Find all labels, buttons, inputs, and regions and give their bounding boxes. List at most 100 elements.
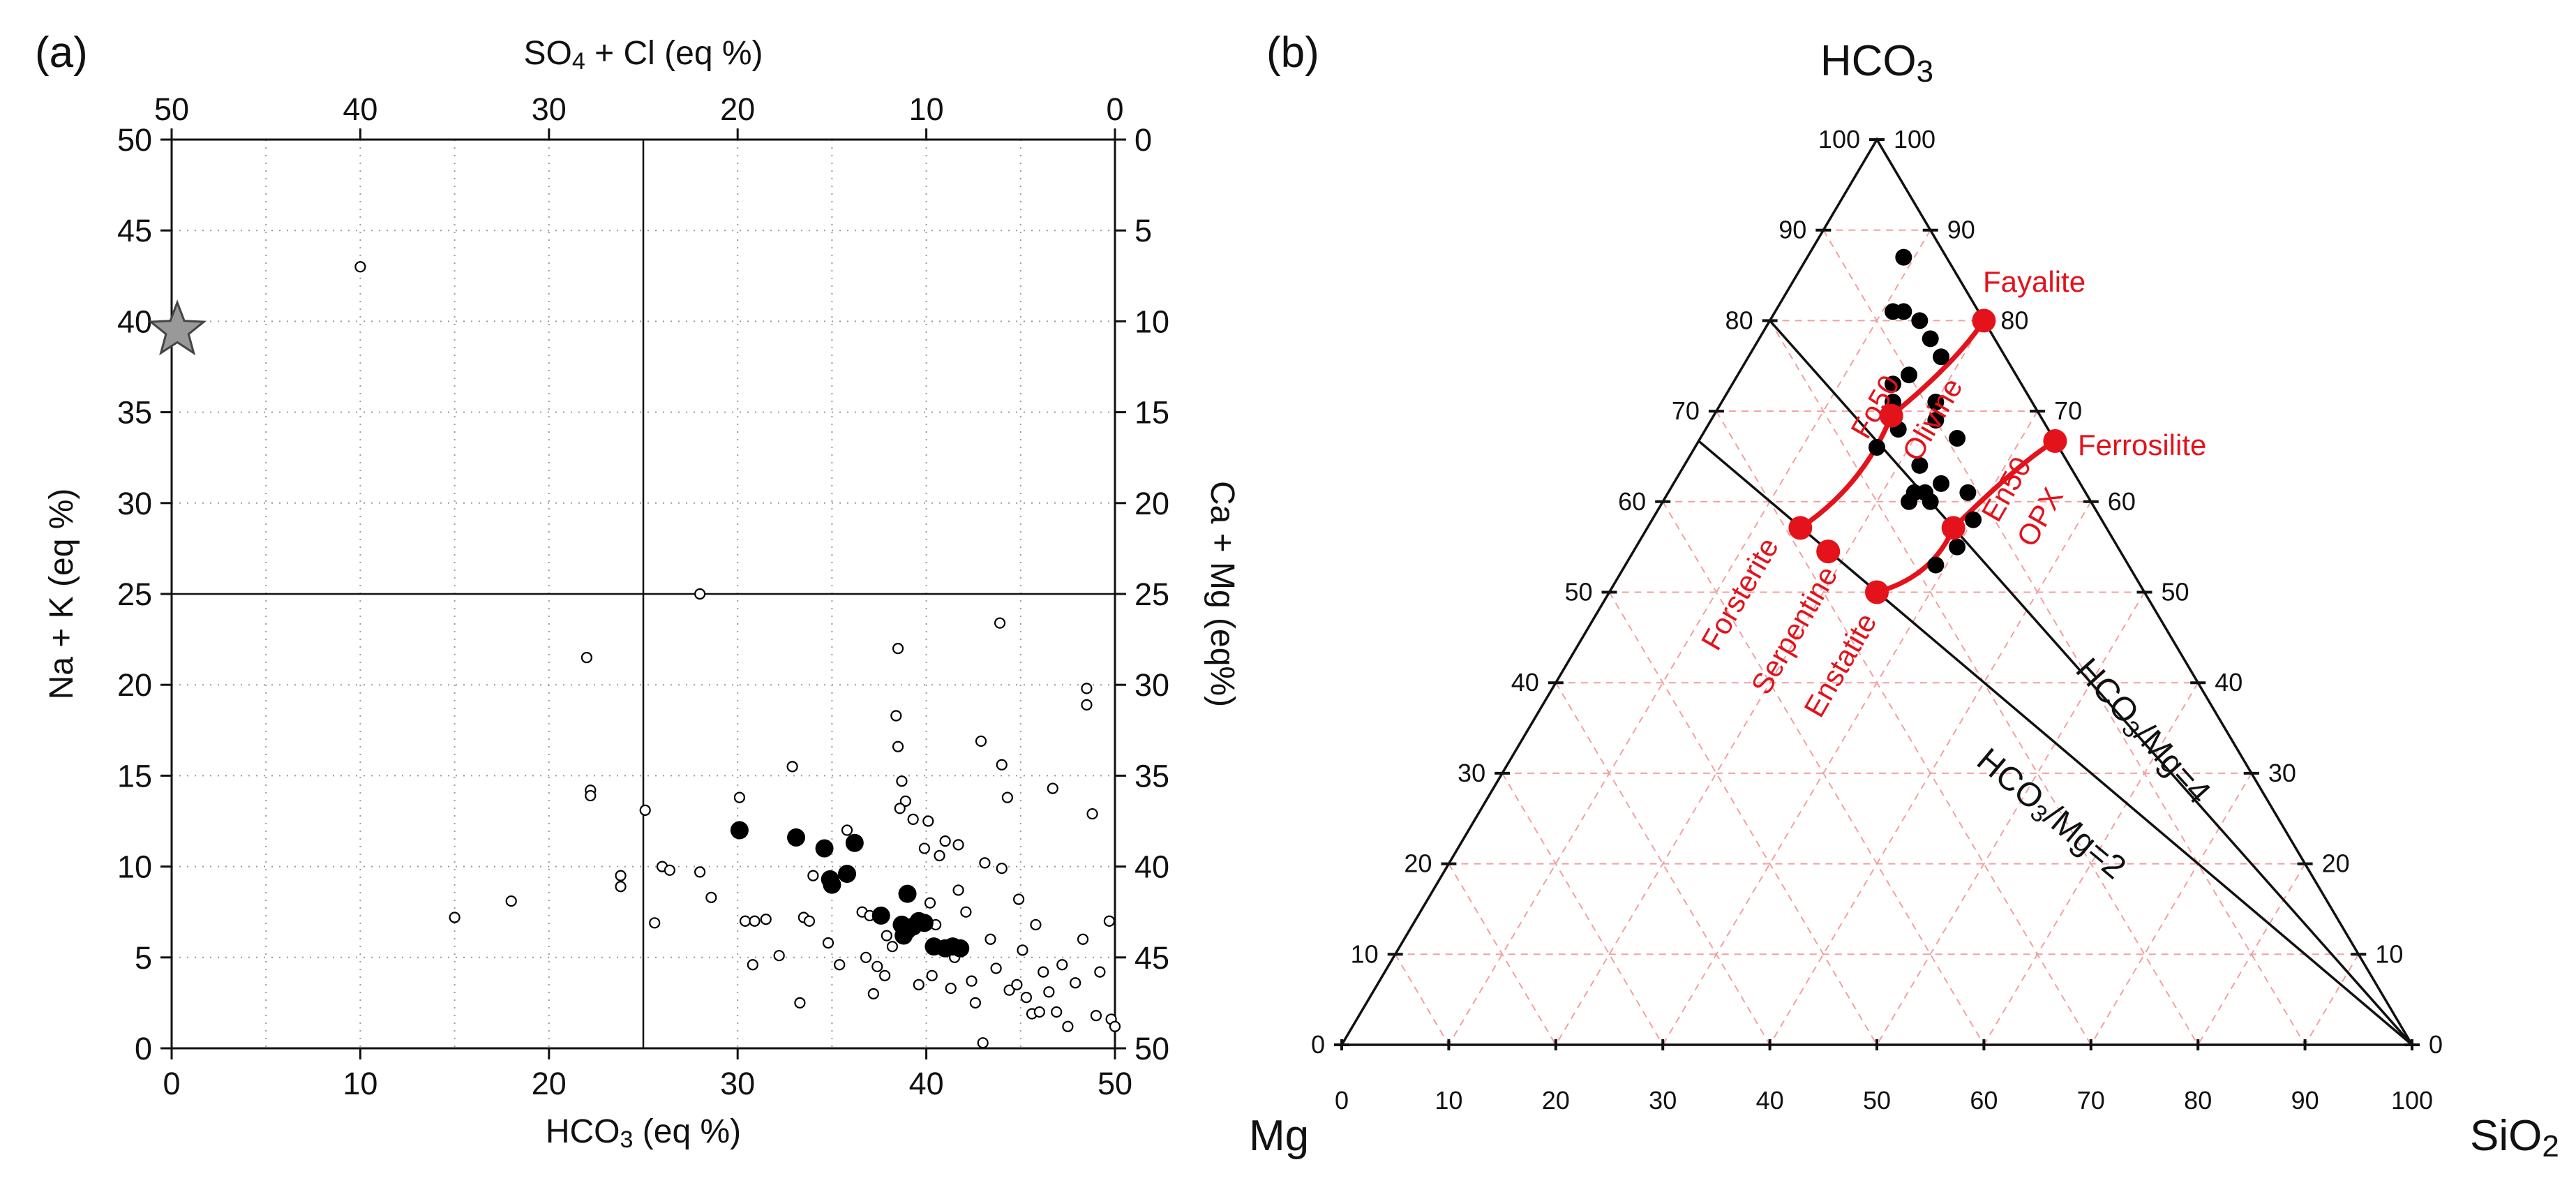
bottom-edge-tick-label: 70 <box>2077 1086 2105 1115</box>
ratio-line <box>1698 440 2413 1046</box>
open-point <box>1047 782 1058 794</box>
filled-point <box>787 828 806 847</box>
label-olivine: Olivine <box>1896 372 1969 466</box>
open-point <box>892 741 904 752</box>
left-edge-tick-label: 50 <box>1564 578 1592 607</box>
corner-left-label: Mg <box>1249 1112 1309 1160</box>
open-point <box>977 1037 989 1049</box>
y-tick-label: 15 <box>117 758 152 794</box>
open-point <box>733 791 746 803</box>
open-point <box>615 870 627 881</box>
ternary-sample <box>1901 366 1918 384</box>
open-point <box>1090 1010 1102 1022</box>
open-point <box>1062 1020 1074 1032</box>
y-tick-label: 40 <box>117 304 152 339</box>
open-point <box>1043 986 1055 998</box>
open-point <box>966 975 978 987</box>
bottom-edge-tick-label: 10 <box>1435 1086 1462 1115</box>
open-point <box>1094 966 1106 978</box>
open-point <box>975 735 987 747</box>
ternary-sample <box>1949 538 1966 556</box>
corner-right-label: SiO2 <box>2470 1112 2559 1163</box>
top-tick-label: 20 <box>720 91 755 127</box>
open-point <box>892 643 904 655</box>
x-axis-label: HCO3 (eq %) <box>546 1113 741 1153</box>
open-point <box>773 950 785 962</box>
ternary-sample <box>1895 303 1912 320</box>
bottom-edge-tick-label: 30 <box>1649 1086 1677 1115</box>
right-edge-tick-label: 40 <box>2215 668 2242 697</box>
bottom-edge-tick-label: 20 <box>1542 1086 1570 1115</box>
left-edge-tick-label: 80 <box>1725 306 1753 334</box>
open-point <box>615 881 627 893</box>
open-point <box>969 997 982 1009</box>
open-point <box>984 933 996 945</box>
right-tick-label: 35 <box>1135 758 1169 794</box>
left-edge-tick-label: 30 <box>1458 759 1485 787</box>
mineral-point <box>1816 540 1841 564</box>
label-ferrosilite: Ferrosilite <box>2078 429 2206 461</box>
ternary-sample <box>1933 475 1950 492</box>
y-tick-label: 45 <box>117 213 152 248</box>
ternary-grid <box>1394 229 2360 1046</box>
open-point <box>822 937 834 949</box>
right-tick-label: 25 <box>1135 576 1169 612</box>
right-edge-tick-label: 100 <box>1894 125 1935 154</box>
open-point <box>886 941 899 953</box>
open-point <box>1056 959 1068 971</box>
y-axis-label: Na + K (eq %) <box>43 489 80 700</box>
right-edge-tick-label: 10 <box>2375 939 2403 968</box>
open-point <box>894 803 906 814</box>
x-tick-label: 20 <box>532 1066 567 1101</box>
ternary-sample <box>1895 248 1912 266</box>
top-tick-label: 40 <box>343 91 377 127</box>
left-edge-tick-label: 40 <box>1511 668 1539 697</box>
left-edge-tick-label: 20 <box>1404 849 1432 878</box>
ternary-sample <box>1949 430 1966 447</box>
filled-point <box>951 939 970 958</box>
top-tick-label: 50 <box>154 91 189 127</box>
mineral-point <box>1972 308 1996 333</box>
star-marker <box>148 299 207 356</box>
open-point <box>786 761 798 773</box>
y-tick-label: 25 <box>117 576 152 612</box>
open-point <box>585 789 597 802</box>
right-tick-label: 50 <box>1135 1031 1169 1066</box>
grid-line-sio2 <box>2197 863 2306 1046</box>
right-tick-label: 40 <box>1135 849 1169 885</box>
right-edge-tick-label: 20 <box>2322 849 2350 878</box>
open-point <box>760 914 772 925</box>
y-tick-label: 50 <box>117 122 152 158</box>
open-point <box>1081 699 1093 710</box>
x-tick-label: 0 <box>163 1066 180 1101</box>
ternary-sample <box>1927 394 1945 411</box>
ternary-sample <box>1959 484 1977 501</box>
mineral-point <box>1879 403 1903 428</box>
right-tick-label: 15 <box>1135 395 1169 431</box>
right-tick-label: 5 <box>1135 213 1152 248</box>
ternary-sample <box>1927 412 1945 429</box>
corner-top-label: HCO3 <box>1820 37 1933 89</box>
open-point <box>860 951 872 963</box>
ternary-sample <box>1922 493 1939 510</box>
open-point <box>803 915 816 927</box>
top-axis-label: SO4 + Cl (eq %) <box>523 35 763 75</box>
mineral-point <box>1788 516 1813 540</box>
bottom-edge-tick-label: 0 <box>1335 1086 1349 1115</box>
panel-a-open-points <box>354 261 1121 1049</box>
filled-point <box>815 839 834 858</box>
right-tick-label: 45 <box>1135 940 1169 976</box>
open-point <box>918 842 930 854</box>
ternary-sample <box>1869 438 1885 456</box>
grid-line-sio2 <box>2304 953 2360 1046</box>
ternary-sample <box>1922 330 1939 348</box>
filled-point <box>730 821 749 840</box>
ternary-sample <box>1885 375 1902 393</box>
open-point <box>1020 991 1033 1004</box>
left-edge-tick-label: 100 <box>1818 125 1860 154</box>
open-point <box>1103 915 1115 927</box>
panel-a-filled-points <box>730 821 970 958</box>
open-point <box>960 906 972 918</box>
